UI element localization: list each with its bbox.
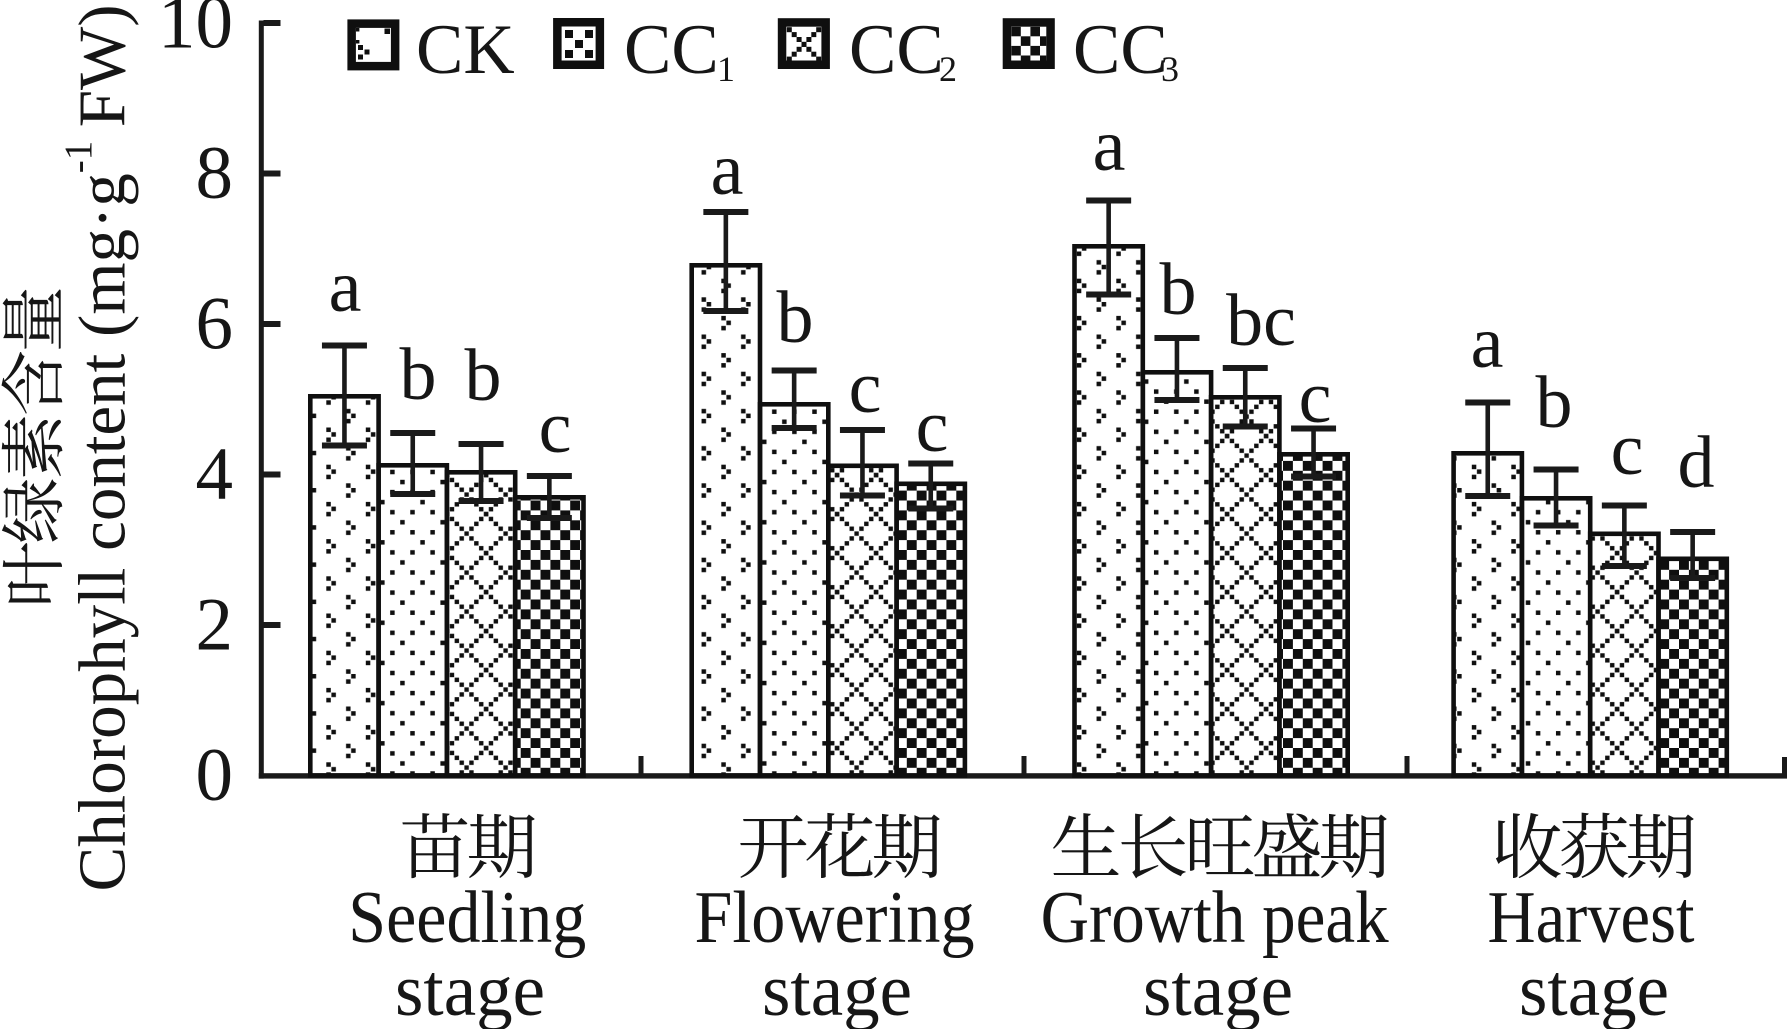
svg-text:8: 8 — [196, 132, 234, 215]
svg-text:Harvest: Harvest — [1488, 877, 1695, 959]
svg-text:3: 3 — [1161, 49, 1179, 89]
svg-text:0: 0 — [196, 734, 234, 817]
svg-text:CC: CC — [624, 11, 719, 89]
svg-text:a: a — [329, 246, 362, 328]
svg-text:stage: stage — [1143, 950, 1293, 1029]
svg-text:2: 2 — [939, 49, 957, 89]
svg-text:c: c — [1299, 357, 1332, 439]
svg-text:b: b — [400, 334, 437, 416]
svg-text:a: a — [1093, 105, 1126, 187]
svg-text:a: a — [711, 129, 744, 211]
svg-text:2: 2 — [196, 584, 234, 667]
svg-text:1: 1 — [717, 49, 735, 89]
svg-text:b: b — [465, 335, 502, 417]
svg-text:b: b — [1160, 249, 1197, 331]
svg-text:6: 6 — [196, 283, 234, 366]
svg-text:b: b — [777, 277, 814, 359]
svg-text:c: c — [539, 387, 572, 469]
svg-text:Growth peak: Growth peak — [1041, 877, 1389, 959]
svg-text:bc: bc — [1226, 280, 1296, 362]
svg-text:stage: stage — [762, 950, 912, 1029]
svg-text:Chlorophyll content (mg·g-1 FW: Chlorophyll content (mg·g-1 FW) — [57, 4, 140, 891]
svg-text:c: c — [1611, 409, 1644, 491]
svg-text:a: a — [1471, 302, 1504, 384]
svg-text:c: c — [916, 386, 949, 468]
svg-text:CK: CK — [416, 11, 515, 89]
svg-text:stage: stage — [1519, 950, 1669, 1029]
svg-text:b: b — [1536, 362, 1573, 444]
svg-text:d: d — [1678, 422, 1715, 504]
svg-text:CC: CC — [1073, 11, 1168, 89]
svg-text:Flowering: Flowering — [695, 877, 975, 959]
svg-text:stage: stage — [395, 950, 545, 1029]
svg-text:4: 4 — [196, 433, 234, 516]
svg-text:Seedling: Seedling — [348, 877, 586, 959]
svg-text:c: c — [849, 347, 882, 429]
svg-text:CC: CC — [849, 11, 944, 89]
svg-text:10: 10 — [158, 0, 233, 65]
